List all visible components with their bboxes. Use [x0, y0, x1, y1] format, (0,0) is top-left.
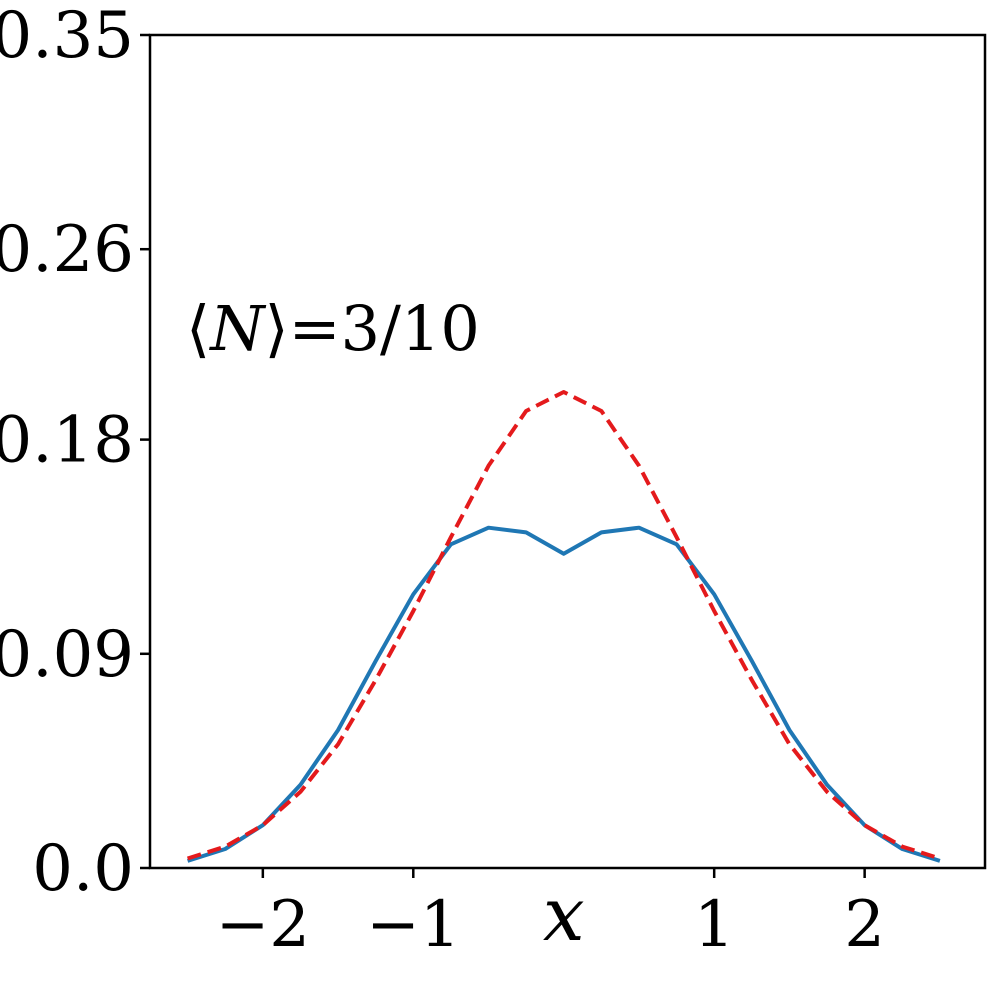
- annotation-variable: N: [208, 292, 267, 365]
- x-tick-label: 1: [694, 888, 735, 962]
- y-tick-label: 0.09: [0, 618, 134, 692]
- series-line-2: [186, 390, 941, 861]
- mean-occupation-annotation: ⟨N⟩=3/10: [186, 292, 480, 365]
- y-tick-label: 0.0: [32, 832, 134, 906]
- plot-area: [186, 390, 941, 863]
- x-axis-label: x: [543, 872, 585, 958]
- axes-frame: [148, 33, 987, 870]
- x-tick-label: 2: [844, 888, 885, 962]
- annotation-open-bracket: ⟨: [186, 292, 210, 365]
- y-axis: 0.0 0.09 0.18 0.26 0.35: [0, 0, 150, 906]
- annotation-close-bracket: ⟩: [264, 292, 288, 365]
- x-tick-label: −1: [366, 888, 460, 962]
- series-line-1: [186, 525, 941, 863]
- y-tick-label: 0.35: [0, 0, 134, 73]
- annotation-value: =3/10: [289, 292, 480, 365]
- y-tick-label: 0.26: [0, 213, 134, 287]
- y-tick-label: 0.18: [0, 404, 134, 478]
- x-tick-label: −2: [216, 888, 310, 962]
- x-axis: −2 −1 1 2: [216, 868, 885, 962]
